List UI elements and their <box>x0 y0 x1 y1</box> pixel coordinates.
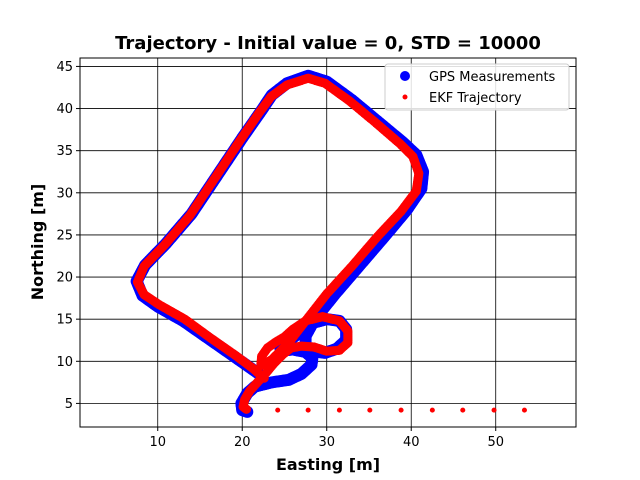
plot-frame <box>79 57 577 428</box>
ekf-point <box>521 407 527 413</box>
legend-gps-label: GPS Measurements <box>429 70 556 85</box>
x-tick-label: 10 <box>149 435 166 450</box>
chart-title: Trajectory - Initial value = 0, STD = 10… <box>115 33 541 54</box>
legend: GPS Measurements EKF Trajectory <box>384 63 570 111</box>
ekf-point <box>305 407 311 413</box>
y-tick-label: 10 <box>56 355 73 370</box>
x-tick-label: 30 <box>318 435 335 450</box>
legend-gps-marker <box>400 71 410 81</box>
y-tick-label: 40 <box>56 102 73 117</box>
y-tick-label: 20 <box>56 271 73 286</box>
ekf-point <box>367 407 373 413</box>
y-axis-label: Northing [m] <box>28 184 47 301</box>
y-tick-label: 35 <box>56 144 73 159</box>
y-tick-label: 45 <box>56 60 73 75</box>
axis-ticks: 10 20 30 40 50 5 10 15 20 25 30 35 40 45 <box>56 60 504 450</box>
legend-box <box>384 63 570 111</box>
ekf-point <box>460 407 466 413</box>
ekf-point <box>491 407 497 413</box>
x-tick-label: 20 <box>234 435 251 450</box>
legend-ekf-marker <box>402 94 408 100</box>
ekf-point <box>336 407 342 413</box>
ekf-trajectory-series <box>132 73 527 414</box>
plot-area <box>130 69 527 418</box>
y-tick-label: 25 <box>56 228 73 243</box>
y-tick-label: 15 <box>56 313 73 328</box>
ekf-point <box>259 373 269 383</box>
y-tick-label: 5 <box>65 397 73 412</box>
x-axis-label: Easting [m] <box>276 455 380 474</box>
ekf-point <box>429 407 435 413</box>
x-tick-label: 40 <box>403 435 420 450</box>
legend-ekf-label: EKF Trajectory <box>429 91 522 106</box>
x-tick-label: 50 <box>487 435 504 450</box>
ekf-point <box>275 407 281 413</box>
y-tick-label: 30 <box>56 186 73 201</box>
ekf-point <box>398 407 404 413</box>
grid <box>80 58 576 427</box>
